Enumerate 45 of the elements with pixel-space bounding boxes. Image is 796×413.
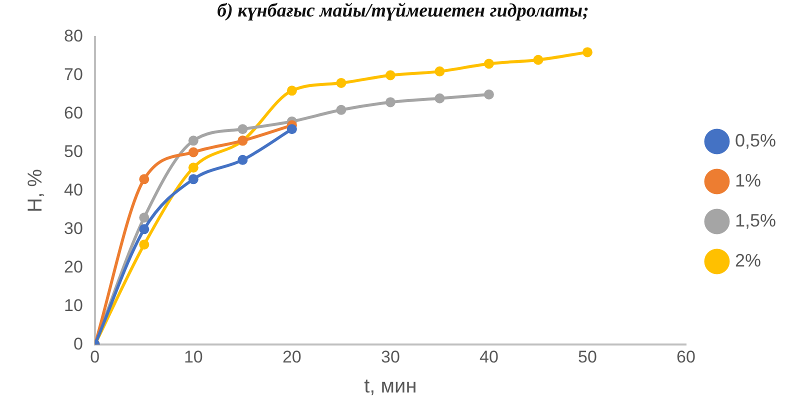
y-tick-label: 80 bbox=[64, 26, 83, 46]
x-tick-label: 30 bbox=[380, 347, 400, 366]
legend-label: 1% bbox=[734, 170, 761, 190]
y-tick-label: 0 bbox=[73, 334, 83, 354]
x-tick-label: 60 bbox=[676, 347, 696, 366]
x-tick-label: 40 bbox=[479, 347, 498, 366]
point bbox=[139, 174, 150, 184]
y-tick-label: 50 bbox=[64, 142, 83, 161]
point bbox=[238, 154, 248, 165]
point bbox=[484, 90, 494, 100]
x-axis-title: t, мин bbox=[364, 376, 417, 398]
point bbox=[336, 104, 346, 115]
point bbox=[188, 136, 198, 146]
x-tick-label: 0 bbox=[90, 347, 100, 366]
point bbox=[385, 97, 396, 108]
x-tick-label: 10 bbox=[184, 347, 203, 366]
y-tick-label: 20 bbox=[64, 257, 83, 276]
y-tick-label: 60 bbox=[64, 103, 83, 122]
y-tick-label: 10 bbox=[64, 296, 83, 315]
y-tick-label: 30 bbox=[64, 218, 83, 238]
y-axis-title: H, % bbox=[24, 168, 47, 212]
point bbox=[139, 224, 150, 234]
point bbox=[139, 212, 150, 223]
point bbox=[385, 70, 396, 80]
point bbox=[139, 240, 150, 250]
point bbox=[238, 124, 248, 134]
legend-label: 0,5% bbox=[734, 130, 776, 150]
point bbox=[484, 58, 494, 69]
point bbox=[533, 54, 544, 65]
point bbox=[582, 47, 592, 58]
chart-title: б) күнбағыс майы/түймешетен гидролаты; bbox=[217, 0, 589, 22]
point bbox=[188, 162, 198, 173]
point bbox=[336, 78, 346, 88]
y-tick-label: 70 bbox=[64, 64, 83, 84]
x-tick-label: 20 bbox=[282, 347, 302, 366]
point bbox=[286, 124, 297, 134]
point bbox=[188, 147, 198, 158]
x-tick-label: 50 bbox=[578, 347, 597, 366]
y-tick-label: 40 bbox=[64, 180, 83, 200]
legend-label: 1,5% bbox=[734, 210, 776, 230]
point bbox=[434, 66, 445, 76]
point bbox=[286, 86, 297, 96]
point bbox=[434, 93, 445, 104]
point bbox=[188, 174, 198, 184]
legend-label: 2% bbox=[734, 250, 761, 270]
